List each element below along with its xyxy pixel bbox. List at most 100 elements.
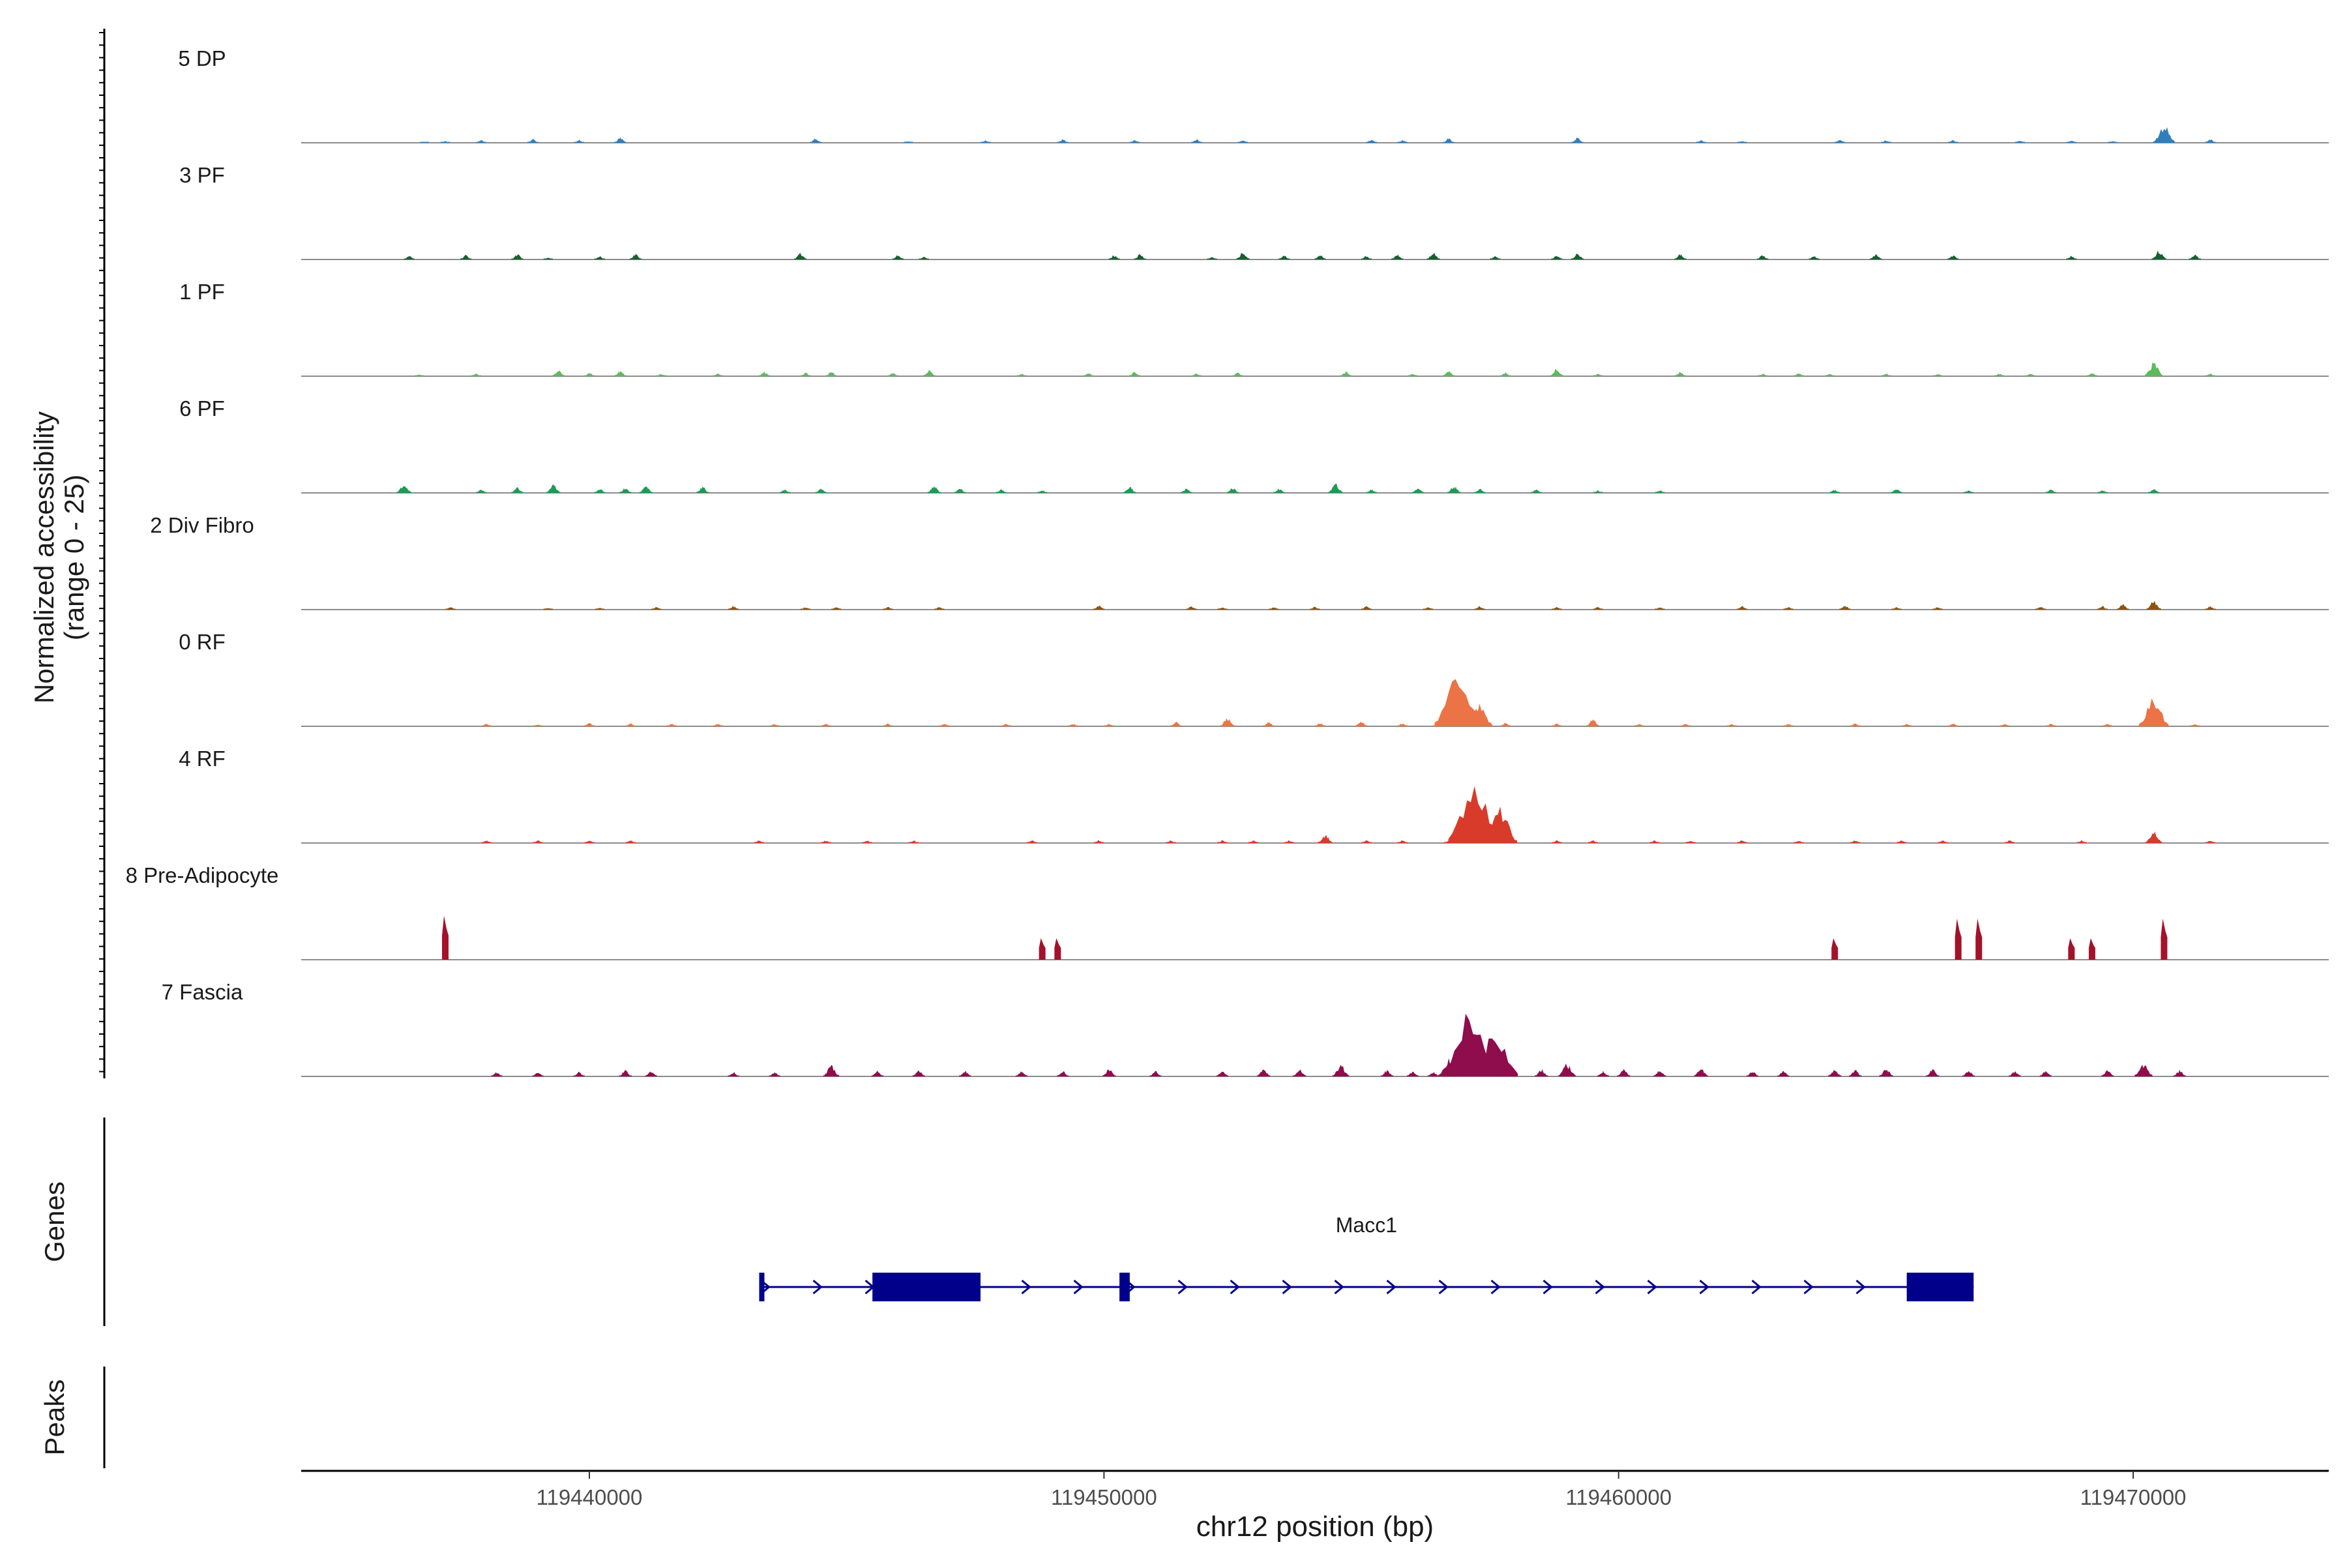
coverage-peak [1263,722,1275,726]
coverage-peak [533,724,543,726]
coverage-peak [2046,723,2056,726]
coverage-peak [893,255,904,259]
coverage-peak [1490,256,1501,259]
coverage-peak [1057,139,1069,143]
coverage-peak [1737,606,1748,610]
coverage-peak [2000,724,2010,726]
coverage-peak [1361,606,1372,610]
strand-arrow [1543,1279,1553,1295]
coverage-peak [954,488,966,493]
coverage-peak [754,840,765,843]
x-axis-title: chr12 position (bp) [1196,1511,1434,1543]
coverage-peak [639,486,653,493]
coverage-peak [1380,1070,1394,1076]
track: 0 RF [179,630,2329,727]
coverage-peak [1328,484,1343,493]
coverage-peak [1571,138,1584,143]
peaks-panel: Peaks [39,1367,106,1468]
coverage-peak [1054,938,1061,960]
coverage-peak [1593,374,1603,376]
strand-arrow [1177,1279,1188,1295]
coverage-peak [2015,141,2025,143]
track-label: 0 RF [179,630,226,654]
coverage-peak [959,1071,971,1076]
strand-arrow [1230,1279,1240,1295]
coverage-peak [1897,840,1907,843]
coverage-peak [546,484,561,493]
coverage-peak [2066,256,2077,259]
coverage-peak [779,489,791,493]
coverage-peak [651,606,662,610]
coverage-peak [1831,938,1838,960]
coverage-peak [2086,373,2098,376]
coverage-peak [2173,1069,2186,1076]
coverage-peak [821,724,831,726]
coverage-peak [543,608,553,610]
x-tick-label: 119450000 [1051,1485,1157,1509]
coverage-peak [1938,840,1948,843]
coverage-peak [1366,489,1377,493]
coverage-peak [625,723,636,726]
coverage-peak [821,840,831,843]
coverage-peak [1531,489,1542,493]
coverage-peak [415,374,424,376]
coverage-peak [404,256,415,259]
coverage-peak [1473,488,1486,493]
coverage-peak [1617,1069,1631,1076]
coverage-peak [1236,253,1250,259]
coverage-peak [2005,840,2015,843]
coverage-peak [2009,1071,2021,1076]
track-label: 4 RF [179,747,226,771]
coverage-peak [2097,490,2108,493]
coverage-peak [481,840,492,843]
gene-label: Macc1 [1336,1213,1397,1237]
strand-arrow [1699,1279,1709,1295]
coverage-peak [939,724,950,726]
coverage-peak [1108,255,1120,259]
coverage-peak [619,1070,632,1076]
coverage-peak [1777,1071,1790,1076]
coverage-peak [2189,254,2201,259]
coverage-peak [1552,840,1562,843]
track-label: 8 Pre-Adipocyte [126,863,279,887]
coverage-peak [1397,140,1408,143]
track-label: 5 DP [178,46,226,70]
coverage-peak [629,254,642,259]
coverage-peak [396,486,412,493]
coverage-peak [1408,374,1418,376]
coverage-peak [476,490,487,493]
coverage-peak [2153,127,2175,143]
coverage-peak [696,486,709,493]
coverage-peak [445,607,456,610]
coverage-peak [1448,786,1501,843]
coverage-peak [1318,835,1333,843]
coverage-peak [1597,1071,1610,1076]
coverage-peak [595,608,604,610]
coverage-peak [2205,139,2216,143]
track: 4 RF [179,747,2329,844]
coverage-peak [1314,724,1325,726]
coverage-peak [619,488,632,493]
strand-arrow [1073,1279,1084,1295]
coverage-peak [1181,488,1192,493]
track: 1 PF [179,280,2329,377]
coverage-peak [1123,486,1136,493]
coverage-peak [1793,840,1804,843]
coverage-peak [1835,140,1846,143]
coverage-peak [1975,919,1983,960]
coverage-peak [1757,255,1769,259]
coverage-peak [1550,368,1564,376]
coverage-peak [584,840,595,843]
coverage-peak [1726,724,1737,726]
track-label: 2 Div Fibro [150,513,254,537]
track: 3 PF [179,163,2329,260]
coverage-peak [614,137,627,143]
coverage-peak [2145,831,2162,843]
coverage-peak [1902,724,1912,726]
coverage-peak [1443,370,1455,376]
coverage-peak [1466,703,1493,726]
coverage-peak [758,371,771,376]
coverage-peak [800,372,811,376]
coverage-peak [1191,139,1202,143]
x-tick-label: 119470000 [2080,1485,2187,1509]
